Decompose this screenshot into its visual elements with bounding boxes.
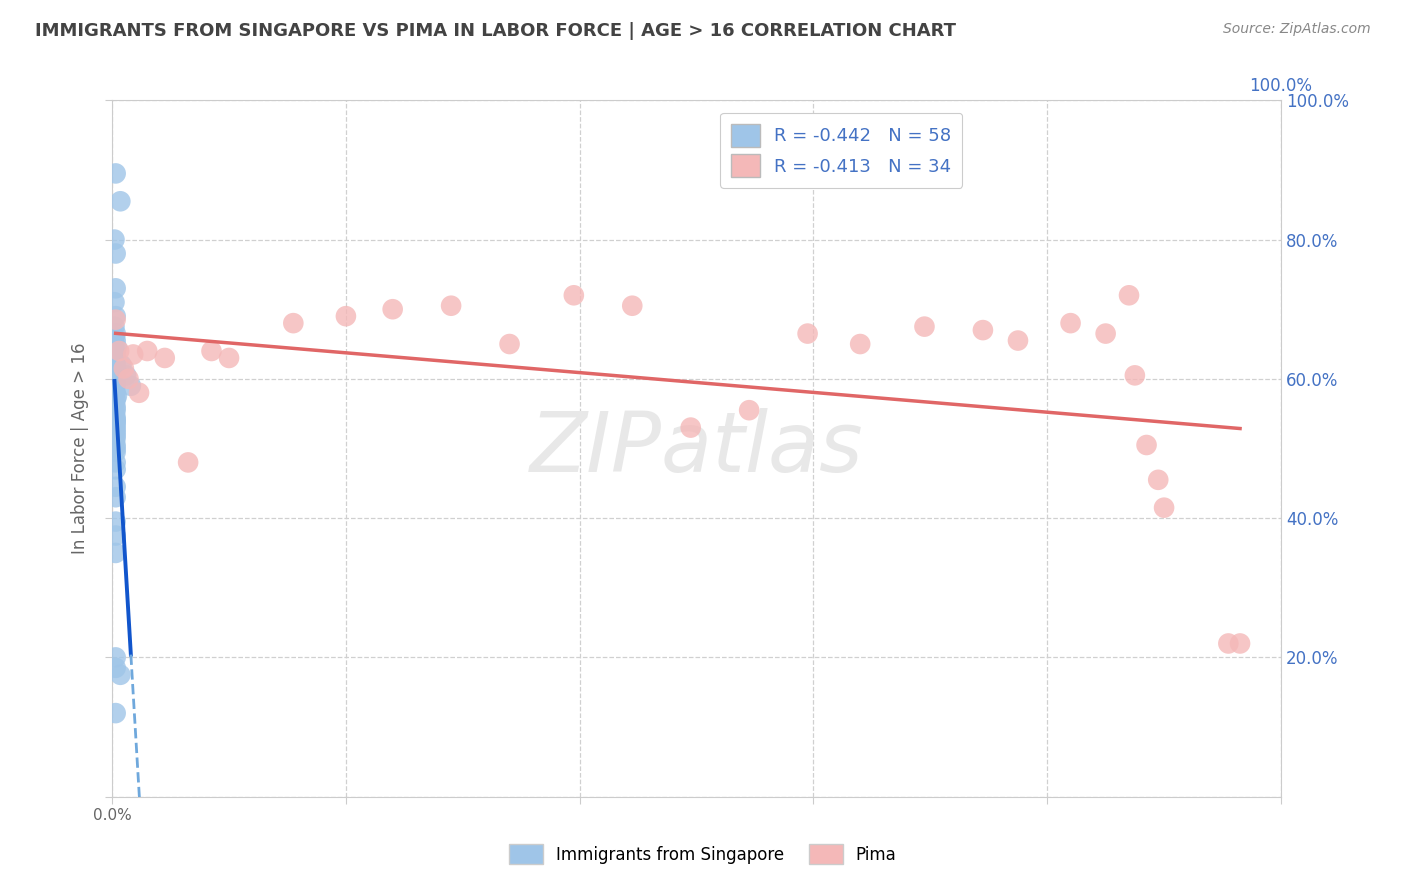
Point: [110, 194, 132, 209]
Point: [1229, 636, 1251, 650]
Point: [104, 368, 127, 383]
Point: [103, 361, 125, 376]
Point: [104, 365, 127, 379]
Point: [218, 351, 240, 365]
Point: [105, 389, 128, 403]
Point: [104, 417, 127, 431]
Point: [104, 246, 127, 260]
Point: [562, 288, 585, 302]
Point: [104, 354, 127, 368]
Point: [796, 326, 818, 341]
Point: [104, 424, 127, 438]
Point: [136, 343, 159, 358]
Point: [104, 546, 127, 560]
Point: [103, 407, 125, 421]
Point: [104, 706, 127, 720]
Point: [104, 414, 127, 428]
Text: Source: ZipAtlas.com: Source: ZipAtlas.com: [1223, 22, 1371, 37]
Point: [1118, 288, 1140, 302]
Point: [104, 420, 127, 434]
Point: [104, 334, 127, 348]
Point: [335, 309, 357, 323]
Legend: Immigrants from Singapore, Pima: Immigrants from Singapore, Pima: [503, 838, 903, 871]
Point: [104, 358, 127, 372]
Point: [103, 351, 125, 365]
Point: [849, 337, 872, 351]
Point: [104, 480, 127, 494]
Point: [972, 323, 994, 337]
Point: [104, 650, 127, 665]
Point: [200, 343, 222, 358]
Point: [104, 431, 127, 445]
Point: [153, 351, 176, 365]
Point: [104, 379, 127, 393]
Point: [621, 299, 644, 313]
Point: [177, 455, 200, 469]
Point: [112, 361, 135, 376]
Point: [120, 379, 142, 393]
Point: [103, 330, 125, 344]
Point: [1007, 334, 1029, 348]
Point: [104, 400, 127, 414]
Point: [103, 396, 125, 410]
Point: [104, 515, 127, 529]
Legend: R = -0.442   N = 58, R = -0.413   N = 34: R = -0.442 N = 58, R = -0.413 N = 34: [720, 112, 962, 188]
Point: [914, 319, 936, 334]
Point: [104, 392, 127, 407]
Point: [103, 372, 125, 386]
Point: [105, 341, 128, 355]
Point: [104, 445, 127, 459]
Point: [117, 372, 139, 386]
Point: [110, 668, 132, 682]
Point: [104, 414, 127, 428]
Point: [679, 420, 702, 434]
Point: [498, 337, 520, 351]
Point: [104, 403, 127, 417]
Point: [104, 309, 127, 323]
Point: [738, 403, 761, 417]
Point: [128, 385, 150, 400]
Point: [104, 385, 127, 400]
Point: [104, 438, 127, 452]
Point: [1094, 326, 1116, 341]
Point: [104, 376, 127, 390]
Point: [122, 347, 145, 361]
Point: [104, 410, 127, 425]
Point: [110, 358, 132, 372]
Text: ZIPatlas: ZIPatlas: [530, 408, 863, 489]
Point: [104, 528, 127, 542]
Point: [104, 427, 127, 442]
Point: [103, 382, 125, 396]
Point: [103, 233, 125, 247]
Point: [381, 302, 404, 317]
Point: [104, 490, 127, 504]
Point: [283, 316, 305, 330]
Point: [104, 442, 127, 456]
Point: [1059, 316, 1081, 330]
Point: [103, 434, 125, 449]
Point: [103, 420, 125, 434]
Point: [104, 661, 127, 675]
Point: [1153, 500, 1175, 515]
Point: [104, 281, 127, 295]
Point: [103, 319, 125, 334]
Point: [108, 343, 131, 358]
Point: [104, 326, 127, 341]
Point: [104, 343, 127, 358]
Text: IMMIGRANTS FROM SINGAPORE VS PIMA IN LABOR FORCE | AGE > 16 CORRELATION CHART: IMMIGRANTS FROM SINGAPORE VS PIMA IN LAB…: [35, 22, 956, 40]
Point: [440, 299, 463, 313]
Point: [104, 347, 127, 361]
Point: [1135, 438, 1157, 452]
Point: [104, 166, 127, 180]
Point: [104, 455, 127, 469]
Point: [104, 462, 127, 476]
Point: [115, 368, 138, 383]
Point: [1218, 636, 1240, 650]
Y-axis label: In Labor Force | Age > 16: In Labor Force | Age > 16: [72, 343, 89, 554]
Point: [1147, 473, 1170, 487]
Point: [103, 295, 125, 310]
Point: [1123, 368, 1146, 383]
Point: [104, 312, 127, 326]
